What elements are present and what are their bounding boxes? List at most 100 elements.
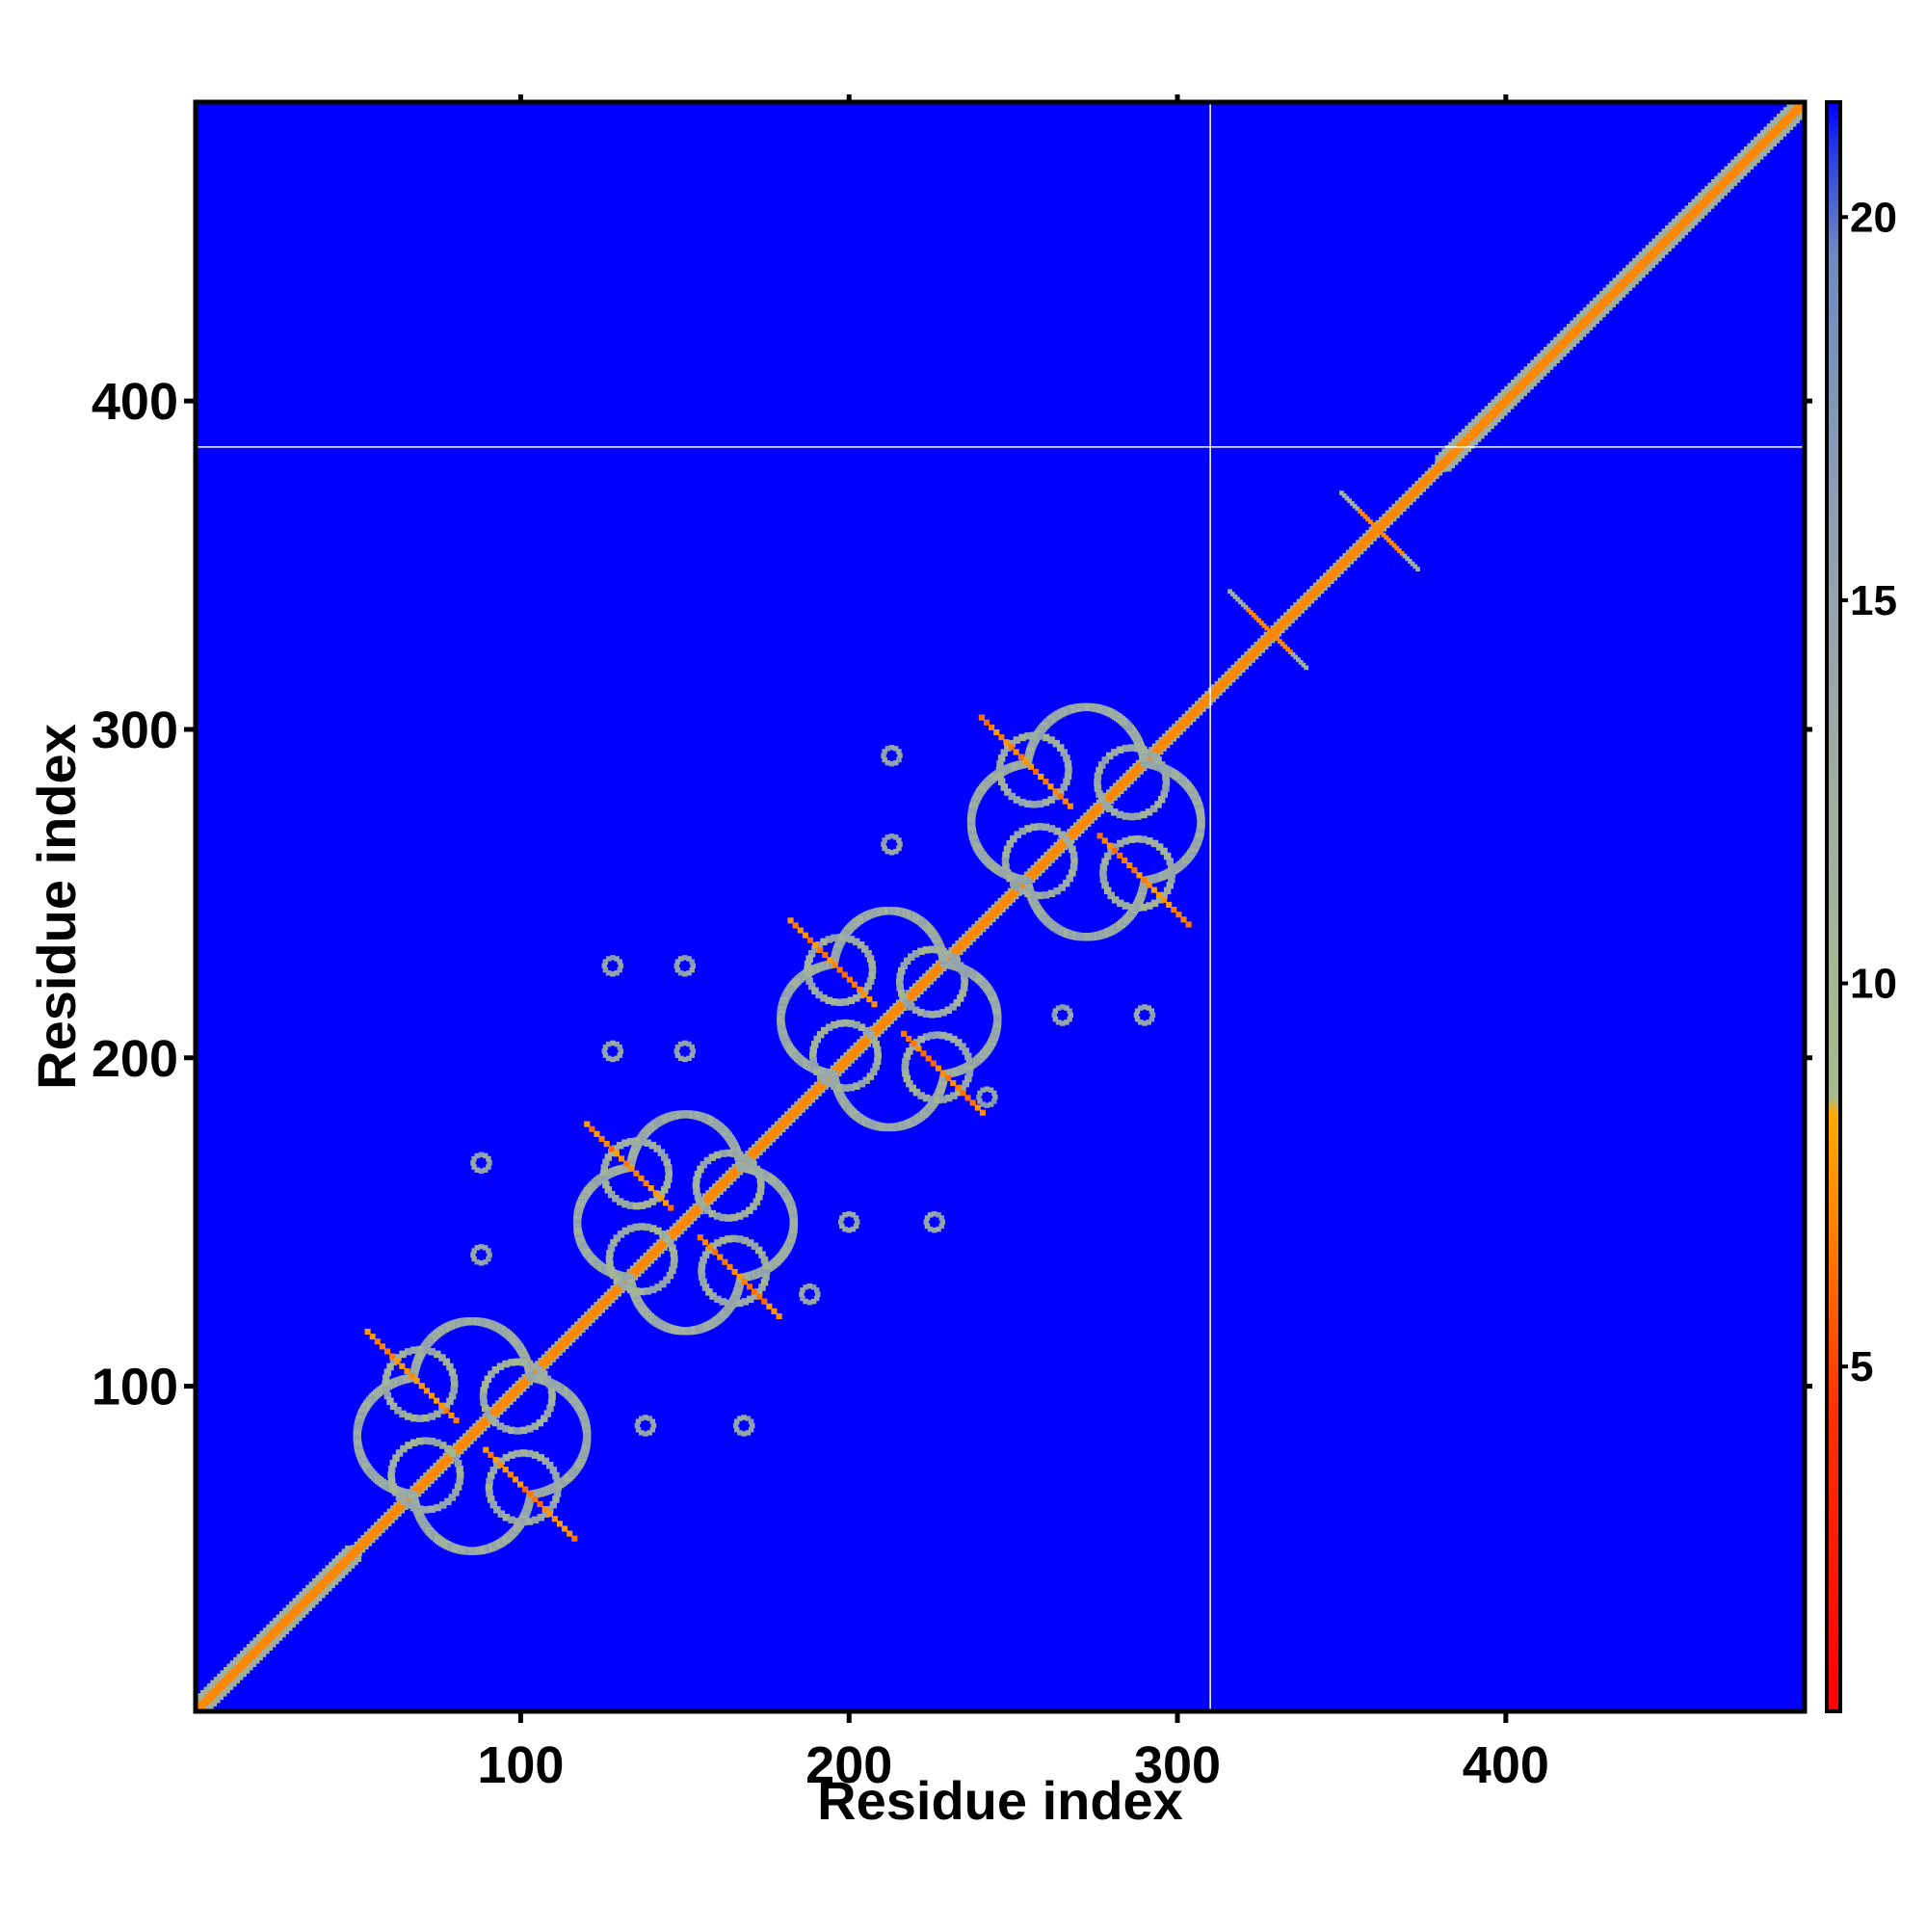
off-diagonal-contact: [893, 848, 899, 855]
repeat-contact: [922, 1033, 931, 1041]
repeat-contact: [703, 1156, 712, 1165]
repeat-contact: [1052, 792, 1061, 801]
off-diagonal-contact: [882, 837, 887, 843]
repeat-contact: [480, 1387, 488, 1394]
off-diagonal-contact: [924, 1215, 931, 1221]
repeat-contact: [392, 1454, 400, 1462]
repeat-contact: [809, 1045, 817, 1054]
repeat-contact: [1058, 884, 1066, 891]
off-diagonal-contact: [649, 1427, 656, 1433]
off-diagonal-contact: [936, 1226, 941, 1232]
repeat-contact: [949, 953, 957, 961]
repeat-contact: [389, 1358, 398, 1366]
repeat-contact: [1140, 903, 1148, 912]
repeat-contact: [808, 1051, 817, 1060]
repeat-domain-4: [966, 702, 1205, 941]
repeat-contact: [857, 941, 865, 949]
repeat-contact: [484, 1375, 492, 1384]
repeat-contact: [480, 1398, 488, 1407]
repeat-strand-contact: [920, 1050, 927, 1057]
repeat-contact: [869, 1035, 878, 1044]
repeat-contact: [758, 1251, 766, 1259]
repeat-contact: [665, 1176, 673, 1183]
off-diagonal-contact: [1142, 1004, 1148, 1010]
repeat-contact: [705, 1288, 713, 1296]
repeat-contact: [632, 1287, 641, 1295]
off-diagonal-contact: [884, 848, 890, 855]
off-diagonal-contact: [1134, 1017, 1141, 1022]
off-diagonal-contact: [884, 759, 890, 766]
repeat-contact: [508, 1451, 515, 1459]
off-diagonal-contact: [882, 749, 887, 754]
off-diagonal-contact: [638, 1430, 645, 1436]
repeat-contact: [1157, 795, 1166, 804]
repeat-contact: [950, 1092, 958, 1099]
repeat-contact: [508, 1426, 515, 1435]
repeat-contact: [543, 1410, 552, 1417]
off-diagonal-contact: [618, 963, 624, 969]
repeat-contact: [741, 1298, 750, 1306]
repeat-contact: [661, 1186, 669, 1194]
cross-contact: [1415, 567, 1420, 572]
repeat-strand-contact: [792, 922, 799, 929]
repeat-strand-contact: [1136, 872, 1143, 879]
off-diagonal-contact: [1052, 1017, 1059, 1022]
repeat-contact: [1122, 812, 1130, 820]
off-diagonal-contact: [737, 1430, 743, 1436]
repeat-contact: [868, 960, 876, 968]
off-diagonal-contact: [602, 1052, 609, 1058]
repeat-contact: [448, 1391, 457, 1400]
repeat-contact: [446, 1397, 454, 1406]
repeat-contact: [537, 1513, 544, 1522]
repeat-contact: [531, 1422, 539, 1430]
repeat-contact: [813, 1035, 822, 1044]
repeat-contact: [1160, 766, 1169, 775]
cross-contact: [1349, 501, 1355, 506]
repeat-strand-contact: [1027, 763, 1035, 770]
repeat-contact: [847, 1083, 856, 1092]
cross-contact: [1246, 607, 1252, 613]
off-diagonal-contact: [1055, 1019, 1062, 1025]
repeat-contact: [1053, 887, 1061, 895]
repeat-strand-contact: [717, 1254, 724, 1260]
off-diagonal-contact: [741, 1415, 747, 1420]
repeat-contact: [1134, 744, 1142, 753]
repeat-contact: [479, 1392, 488, 1400]
repeat-strand-contact: [453, 1416, 460, 1424]
repeat-contact: [953, 957, 962, 966]
repeat-strand-contact: [1141, 877, 1148, 884]
repeat-contact: [547, 1398, 556, 1407]
repeat-strand-contact: [827, 957, 833, 964]
repeat-contact: [400, 1497, 408, 1506]
off-diagonal-contact: [1146, 1019, 1151, 1025]
repeat-contact: [502, 1513, 511, 1522]
repeat-contact: [847, 996, 856, 1005]
repeat-contact: [1111, 749, 1119, 756]
cross-contact: [1275, 636, 1280, 642]
repeat-strand-contact: [374, 1338, 381, 1345]
repeat-contact: [960, 972, 968, 980]
repeat-contact: [741, 1209, 749, 1218]
off-diagonal-contact: [938, 1223, 944, 1230]
cross-contact: [1339, 490, 1344, 495]
off-diagonal-contact: [800, 1295, 805, 1302]
repeat-contact: [789, 1218, 799, 1227]
repeat-contact: [841, 934, 850, 942]
repeat-contact: [965, 1069, 974, 1077]
repeat-strand-contact: [771, 1308, 778, 1314]
repeat-contact: [735, 1235, 744, 1243]
repeat-contact: [835, 1083, 844, 1092]
repeat-contact: [713, 1212, 722, 1220]
repeat-contact: [694, 1193, 702, 1201]
off-diagonal-contact: [1148, 1017, 1155, 1022]
repeat-contact: [1099, 863, 1108, 871]
repeat-contact: [964, 1052, 972, 1061]
repeat-contact: [1036, 891, 1043, 900]
repeat-contact: [1099, 869, 1107, 878]
repeat-contact: [491, 1418, 500, 1427]
repeat-contact: [868, 971, 876, 980]
repeat-contact: [428, 1348, 436, 1356]
repeat-strand-contact: [812, 941, 819, 948]
repeat-contact: [1116, 839, 1124, 848]
off-diagonal-contact: [815, 1291, 821, 1297]
